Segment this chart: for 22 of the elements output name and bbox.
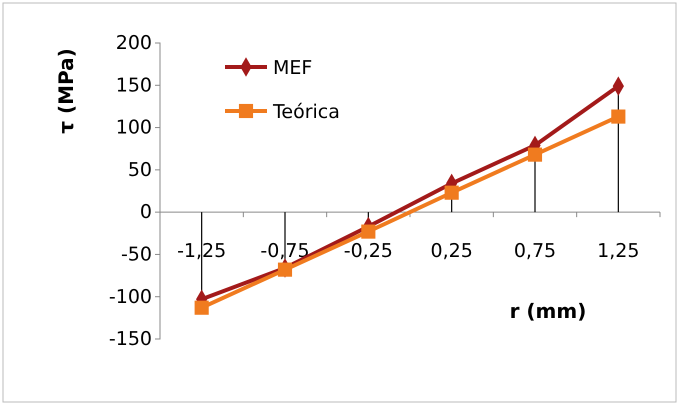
y-tick-label: -50 xyxy=(120,244,152,266)
y-tick-label: -150 xyxy=(108,328,152,350)
point xyxy=(444,186,459,200)
x-tick-label: -0,25 xyxy=(344,240,393,262)
y-tick-label: -100 xyxy=(108,286,152,308)
x-axis-title: r (mm) xyxy=(510,299,586,323)
legend-label: MEF xyxy=(273,57,312,79)
y-tick-label: 200 xyxy=(116,32,152,54)
x-tick-label: 0,75 xyxy=(514,240,556,262)
y-tick-label: 50 xyxy=(128,158,152,181)
point xyxy=(278,262,292,277)
y-tick-label: 100 xyxy=(116,116,152,139)
point xyxy=(611,110,626,124)
y-axis-title: τ (MPa) xyxy=(54,48,78,134)
point xyxy=(194,300,209,315)
y-tick-label: 0 xyxy=(140,201,152,224)
x-tick-label: 0,25 xyxy=(430,240,473,262)
x-tick-label: 1,25 xyxy=(597,240,640,262)
legend-label: Teórica xyxy=(272,101,340,123)
point xyxy=(528,148,542,162)
y-tick-label: 150 xyxy=(116,74,152,96)
point xyxy=(361,224,376,239)
